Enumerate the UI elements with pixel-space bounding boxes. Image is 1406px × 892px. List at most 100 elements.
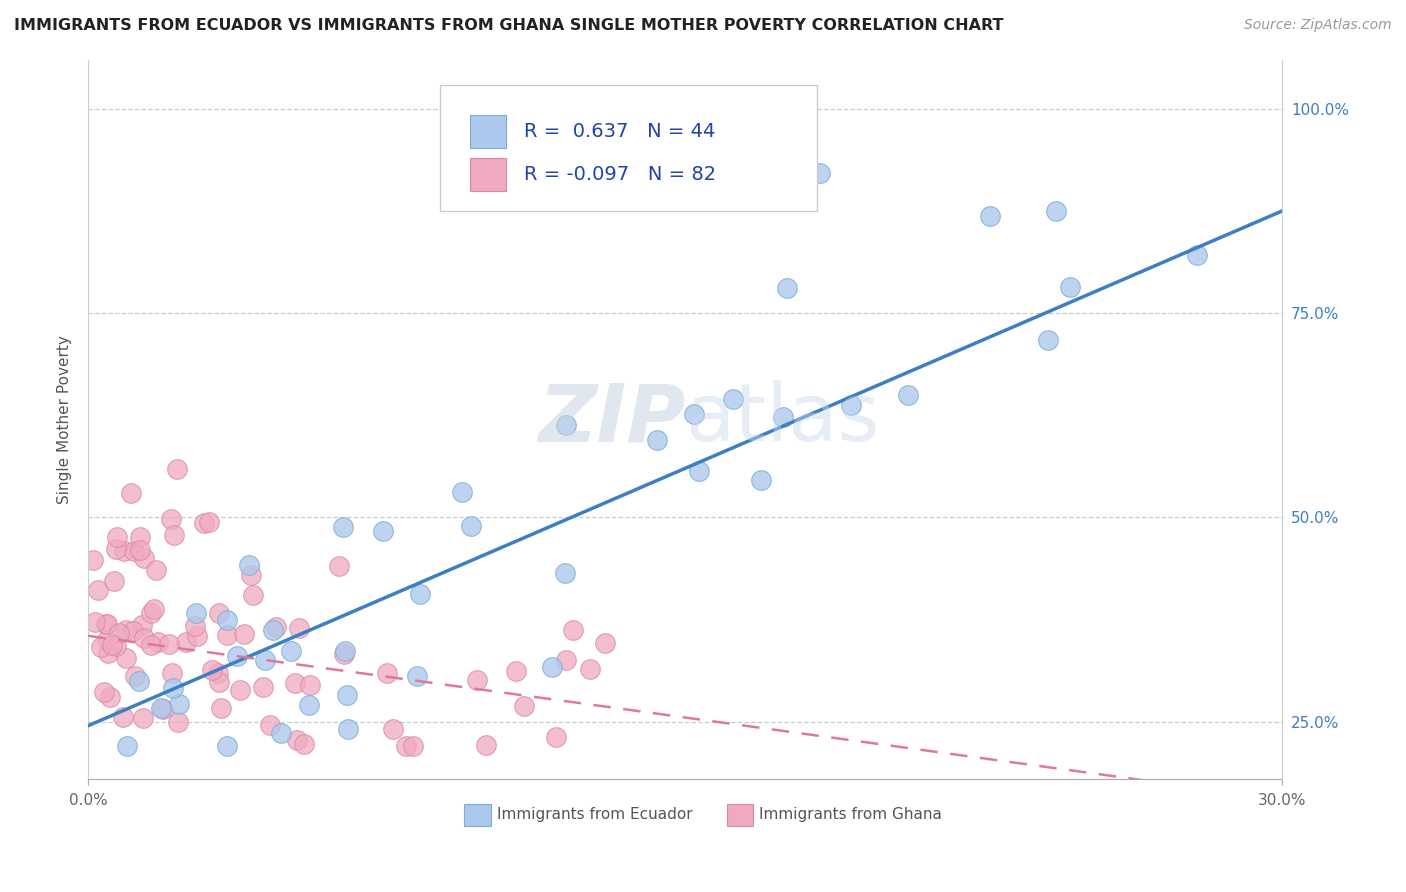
Point	[149, 701, 172, 715]
Point	[233, 627, 256, 641]
Point	[162, 681, 184, 695]
Point	[197, 515, 219, 529]
FancyBboxPatch shape	[471, 159, 506, 191]
Point	[122, 544, 145, 558]
Text: ZIP: ZIP	[538, 380, 685, 458]
Text: IMMIGRANTS FROM ECUADOR VS IMMIGRANTS FROM GHANA SINGLE MOTHER POVERTY CORRELATI: IMMIGRANTS FROM ECUADOR VS IMMIGRANTS FR…	[14, 18, 1004, 33]
Point	[124, 669, 146, 683]
Point	[122, 624, 145, 638]
Point	[645, 433, 668, 447]
Point	[772, 410, 794, 425]
Point	[239, 568, 262, 582]
Point	[139, 607, 162, 621]
Point	[465, 673, 488, 688]
Point	[1059, 279, 1081, 293]
Point	[405, 669, 427, 683]
Text: Immigrants from Ecuador: Immigrants from Ecuador	[496, 807, 692, 822]
Point	[614, 102, 637, 116]
Point	[101, 638, 124, 652]
Point	[336, 688, 359, 702]
Point	[143, 602, 166, 616]
Point	[96, 632, 118, 647]
Point	[270, 725, 292, 739]
Point	[554, 652, 576, 666]
Point	[751, 473, 773, 487]
Point	[145, 563, 167, 577]
Point	[186, 629, 208, 643]
Point	[298, 698, 321, 713]
Point	[207, 666, 229, 681]
Point	[280, 643, 302, 657]
Point	[328, 559, 350, 574]
Point	[115, 739, 138, 753]
Point	[112, 544, 135, 558]
Point	[201, 663, 224, 677]
Point	[683, 407, 706, 421]
Point	[112, 710, 135, 724]
Point	[554, 566, 576, 580]
Point	[337, 722, 360, 736]
Text: Immigrants from Ghana: Immigrants from Ghana	[759, 807, 942, 822]
Point	[84, 615, 107, 629]
Point	[132, 631, 155, 645]
Point	[134, 551, 156, 566]
Point	[262, 623, 284, 637]
Point	[460, 518, 482, 533]
Point	[284, 676, 307, 690]
Point	[562, 623, 585, 637]
Point	[688, 464, 710, 478]
Point	[90, 640, 112, 655]
Point	[105, 530, 128, 544]
Point	[132, 711, 155, 725]
Point	[115, 624, 138, 638]
FancyBboxPatch shape	[471, 115, 506, 148]
Point	[103, 574, 125, 589]
Point	[335, 643, 357, 657]
Point	[381, 722, 404, 736]
Point	[167, 714, 190, 729]
Point	[152, 702, 174, 716]
Point	[634, 792, 657, 806]
Point	[93, 685, 115, 699]
Point	[377, 665, 399, 680]
Point	[228, 682, 250, 697]
Point	[226, 648, 249, 663]
Point	[114, 651, 136, 665]
FancyBboxPatch shape	[464, 804, 491, 826]
Point	[409, 587, 432, 601]
Point	[979, 209, 1001, 223]
Point	[544, 730, 567, 744]
Point	[96, 616, 118, 631]
Point	[166, 461, 188, 475]
Point	[128, 674, 150, 689]
Point	[104, 640, 127, 654]
Point	[238, 558, 260, 572]
Point	[252, 681, 274, 695]
Point	[839, 398, 862, 412]
Point	[540, 660, 562, 674]
Point	[217, 613, 239, 627]
Point	[897, 387, 920, 401]
Point	[371, 524, 394, 538]
Point	[513, 698, 536, 713]
Point	[721, 392, 744, 406]
Point	[1045, 203, 1067, 218]
FancyBboxPatch shape	[440, 85, 817, 211]
Point	[208, 606, 231, 620]
Point	[129, 542, 152, 557]
Point	[94, 617, 117, 632]
Text: atlas: atlas	[685, 380, 880, 458]
Point	[292, 737, 315, 751]
Point	[129, 530, 152, 544]
Point	[98, 690, 121, 704]
Point	[298, 677, 321, 691]
Point	[209, 701, 232, 715]
Text: R =  0.637   N = 44: R = 0.637 N = 44	[524, 122, 716, 141]
Point	[555, 417, 578, 432]
FancyBboxPatch shape	[727, 804, 754, 826]
Point	[87, 583, 110, 598]
Point	[264, 620, 287, 634]
Point	[579, 662, 602, 676]
Point	[395, 739, 418, 753]
Point	[253, 653, 276, 667]
